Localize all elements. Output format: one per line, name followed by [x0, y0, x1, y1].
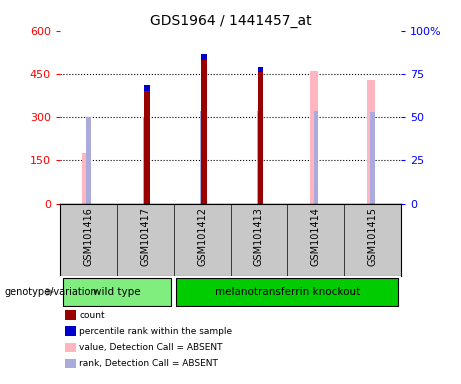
- Bar: [257, 111, 261, 204]
- Text: percentile rank within the sample: percentile rank within the sample: [79, 327, 232, 336]
- Text: genotype/variation: genotype/variation: [5, 287, 97, 297]
- Bar: [310, 71, 319, 204]
- Text: GSM101416: GSM101416: [83, 207, 94, 266]
- Text: rank, Detection Call = ABSENT: rank, Detection Call = ABSENT: [79, 359, 218, 368]
- Text: value, Detection Call = ABSENT: value, Detection Call = ABSENT: [79, 343, 223, 352]
- Bar: [313, 111, 318, 204]
- Bar: [258, 73, 264, 204]
- Text: GSM101417: GSM101417: [140, 207, 150, 266]
- Title: GDS1964 / 1441457_at: GDS1964 / 1441457_at: [150, 14, 311, 28]
- Text: wild type: wild type: [93, 287, 141, 297]
- Bar: [370, 112, 375, 204]
- FancyBboxPatch shape: [177, 278, 398, 306]
- Bar: [201, 60, 207, 204]
- Bar: [143, 117, 148, 204]
- Text: GSM101412: GSM101412: [197, 207, 207, 266]
- Bar: [144, 86, 150, 91]
- Text: GSM101413: GSM101413: [254, 207, 264, 266]
- Bar: [83, 153, 91, 204]
- Bar: [258, 67, 264, 73]
- Bar: [366, 79, 375, 204]
- Text: count: count: [79, 311, 105, 320]
- Text: melanotransferrin knockout: melanotransferrin knockout: [215, 287, 360, 297]
- Bar: [201, 54, 207, 60]
- Bar: [200, 111, 204, 204]
- Bar: [144, 91, 150, 204]
- Text: GSM101415: GSM101415: [367, 207, 378, 266]
- Text: GSM101414: GSM101414: [311, 207, 321, 266]
- Bar: [86, 117, 91, 204]
- FancyBboxPatch shape: [63, 278, 171, 306]
